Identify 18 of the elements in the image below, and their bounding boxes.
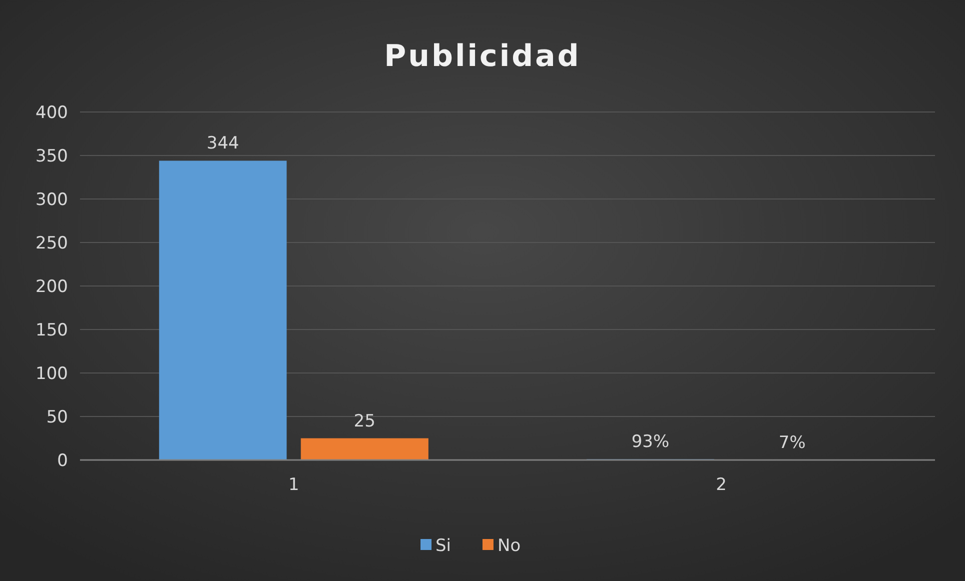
y-tick-label: 250 [36,233,68,254]
y-tick-label: 300 [36,190,68,210]
y-tick-label: 0 [57,450,68,471]
y-tick-label: 350 [36,146,68,166]
y-tick-label: 100 [36,364,68,384]
legend-label: Si [436,536,452,556]
y-tick-label: 50 [46,407,68,428]
data-label: 7% [778,432,806,453]
chart-title: Publicidad [384,39,581,74]
y-tick-label: 200 [36,276,68,297]
data-label: 93% [631,432,670,452]
y-tick-label: 400 [36,102,68,123]
x-tick-label: 2 [716,475,727,495]
y-tick-label: 150 [36,320,68,340]
data-label: 344 [206,134,240,154]
legend-label: No [498,536,521,556]
data-label: 25 [354,411,376,432]
x-tick-label: 1 [288,475,300,495]
